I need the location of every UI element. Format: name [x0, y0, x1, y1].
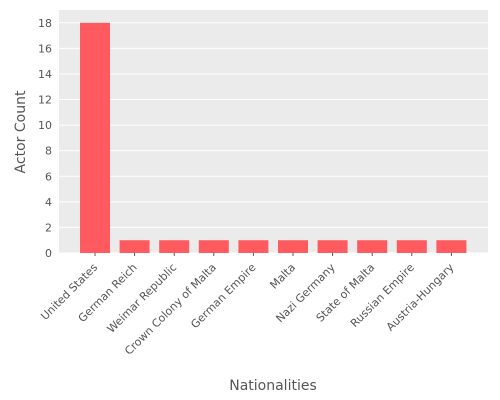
y-tick-label: 4 — [45, 196, 52, 209]
bar — [198, 240, 229, 253]
gridlines — [59, 22, 488, 254]
y-tick-label: 18 — [38, 17, 52, 30]
x-tick-label: Malta — [267, 261, 298, 292]
y-tick-labels: 0 2 4 6 8 10 12 14 16 18 — [38, 17, 52, 260]
bar — [396, 240, 427, 253]
x-tick-label: Weimar Republic — [105, 261, 180, 336]
y-tick-label: 16 — [38, 42, 52, 55]
bar — [80, 22, 110, 253]
x-axis-title: Nationalities — [229, 378, 317, 394]
y-tick-label: 10 — [38, 119, 52, 132]
y-axis-title: Actor Count — [13, 90, 29, 173]
x-tick-label: Austria-Hungary — [384, 261, 457, 334]
bar — [357, 240, 388, 253]
bar — [119, 240, 150, 253]
y-tick-label: 0 — [45, 247, 52, 260]
bar — [159, 240, 190, 253]
y-tick-label: 12 — [38, 94, 52, 107]
y-tick-label: 8 — [45, 145, 52, 158]
bar — [436, 240, 467, 253]
bar — [238, 240, 269, 253]
y-tick-label: 14 — [38, 68, 52, 81]
plot-background — [59, 10, 488, 253]
bar — [278, 240, 308, 253]
y-tick-label: 2 — [45, 221, 52, 234]
bar — [317, 240, 348, 253]
bars — [80, 22, 467, 253]
y-tick-label: 6 — [45, 170, 52, 183]
